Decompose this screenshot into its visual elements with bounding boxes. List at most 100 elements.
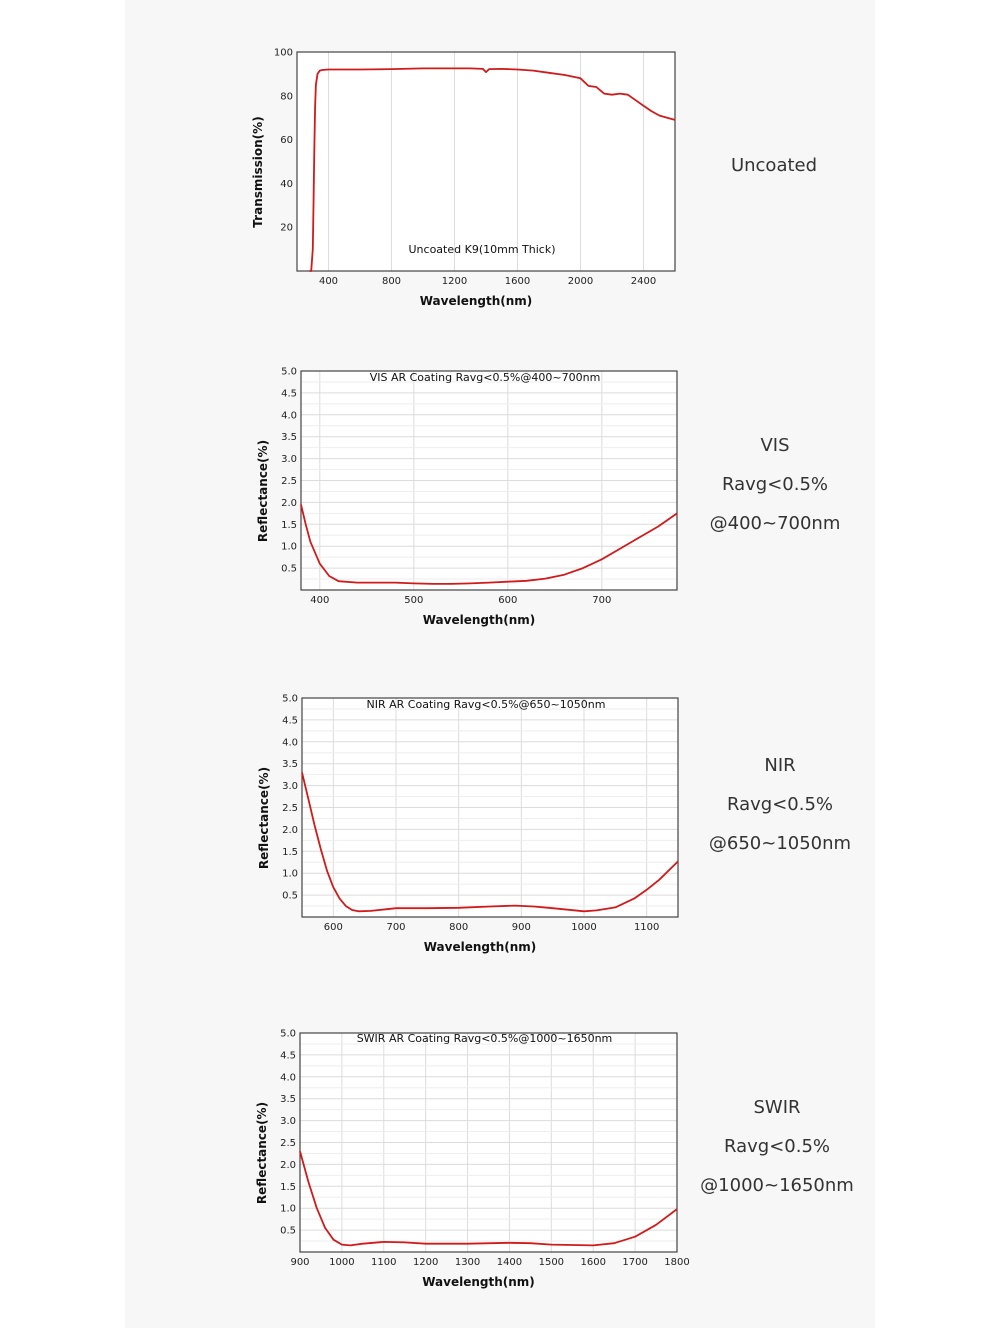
- y-tick-label: 0.5: [280, 1226, 296, 1237]
- y-tick-label: 5.0: [280, 1029, 296, 1040]
- y-tick-label: 3.0: [280, 1116, 296, 1127]
- y-tick-label: 4.0: [280, 1072, 296, 1083]
- x-tick-label: 700: [592, 595, 611, 606]
- x-tick-label: 1100: [371, 1257, 396, 1268]
- x-tick-label: 1200: [413, 1257, 438, 1268]
- x-tick-label: 800: [449, 922, 468, 933]
- x-tick-label: 1100: [634, 922, 659, 933]
- chart-annotation: NIR AR Coating Ravg<0.5%@650~1050nm: [367, 698, 606, 711]
- plot-frame: [300, 370, 678, 591]
- x-tick-label: 600: [498, 595, 517, 606]
- x-tick-label: 2400: [631, 276, 656, 287]
- y-tick-label: 2.5: [281, 476, 297, 487]
- x-tick-label: 900: [512, 922, 531, 933]
- x-tick-label: 400: [319, 276, 338, 287]
- side-label-line: VIS: [760, 435, 790, 456]
- side-label-line: @1000~1650nm: [700, 1175, 854, 1196]
- side-label-line: @650~1050nm: [708, 833, 852, 854]
- nir-reflectance-chart: 600 700 800 900 1000 1100 0.5 1.0 1.5 2.0 2.5 3.0 3.…: [257, 694, 679, 954]
- x-tick-label: 1700: [622, 1257, 647, 1268]
- series-line: [309, 67, 676, 272]
- y-tick-label: 1.0: [282, 869, 298, 880]
- y-axis-label: Reflectance(%): [256, 440, 270, 542]
- series-line: [300, 504, 678, 585]
- x-tick-label: 1200: [442, 276, 467, 287]
- y-tick-label: 2.0: [280, 1160, 296, 1171]
- x-tick-label: 1000: [571, 922, 596, 933]
- y-tick-label: 80: [280, 91, 293, 102]
- x-tick-label: 1800: [664, 1257, 689, 1268]
- y-tick-label: 0.5: [281, 564, 297, 575]
- y-tick-label: 4.0: [281, 410, 297, 421]
- y-tick-label: 3.5: [282, 759, 298, 770]
- x-tick-label: 1600: [505, 276, 530, 287]
- x-tick-label: 1000: [329, 1257, 354, 1268]
- plot-area: [297, 52, 675, 271]
- y-tick-label: 1.5: [280, 1182, 296, 1193]
- y-tick-label: 4.5: [281, 388, 297, 399]
- x-tick-label: 1300: [455, 1257, 480, 1268]
- y-tick-label: 40: [280, 179, 293, 190]
- x-tick-label: 600: [324, 922, 343, 933]
- x-tick-label: 400: [310, 595, 329, 606]
- y-tick-label: 5.0: [281, 367, 297, 378]
- y-tick-label: 5.0: [282, 694, 298, 705]
- side-label-line: Ravg<0.5%: [721, 474, 829, 495]
- uncoated-transmission-chart: 400 800 1200 1600 2000 2400 20 40 60 80 100 Uncoate…: [251, 48, 676, 308]
- y-tick-label: 3.5: [280, 1094, 296, 1105]
- series-line: [299, 1151, 678, 1247]
- y-tick-label: 3.0: [282, 781, 298, 792]
- series-line: [301, 772, 679, 913]
- y-tick-label: 1.0: [281, 542, 297, 553]
- x-axis-label: Wavelength(nm): [424, 940, 537, 954]
- side-label-line: Ravg<0.5%: [726, 794, 834, 815]
- y-tick-label: 20: [280, 223, 293, 234]
- y-tick-label: 3.0: [281, 454, 297, 465]
- side-label-line: @400~700nm: [709, 513, 841, 534]
- y-axis-label: Reflectance(%): [255, 1102, 269, 1204]
- y-tick-label: 1.0: [280, 1204, 296, 1215]
- y-tick-label: 100: [274, 48, 293, 59]
- side-label-line: Uncoated: [730, 155, 818, 176]
- chart-annotation: VIS AR Coating Ravg<0.5%@400~700nm: [370, 371, 601, 384]
- y-tick-label: 4.5: [282, 715, 298, 726]
- vis-reflectance-chart: 400 500 600 700 0.5 1.0 1.5 2.0 2.5 3.0 3.5 4.0 4.5 5…: [256, 367, 678, 627]
- x-axis-label: Wavelength(nm): [423, 613, 536, 627]
- y-axis-label: Reflectance(%): [257, 767, 271, 869]
- side-label-line: NIR: [764, 755, 796, 776]
- y-tick-label: 2.5: [280, 1138, 296, 1149]
- side-label-swir: SWIR Ravg<0.5% @1000~1650nm: [695, 1088, 859, 1205]
- y-tick-label: 2.0: [282, 825, 298, 836]
- plot-frame: [296, 51, 676, 272]
- y-tick-label: 60: [280, 135, 293, 146]
- y-tick-label: 2.5: [282, 803, 298, 814]
- chart-annotation: SWIR AR Coating Ravg<0.5%@1000~1650nm: [357, 1032, 613, 1045]
- side-label-line: SWIR: [753, 1097, 801, 1118]
- x-tick-label: 900: [290, 1257, 309, 1268]
- y-tick-label: 1.5: [281, 520, 297, 531]
- x-tick-label: 700: [386, 922, 405, 933]
- y-axis-label: Transmission(%): [251, 116, 265, 227]
- swir-reflectance-chart: 900 1000 1100 1200 1300 1400 1500 1600 1700 1800 0…: [255, 1029, 690, 1290]
- y-tick-label: 3.5: [281, 432, 297, 443]
- x-tick-label: 800: [382, 276, 401, 287]
- side-label-nir: NIR Ravg<0.5% @650~1050nm: [700, 746, 860, 863]
- y-tick-label: 0.5: [282, 891, 298, 902]
- side-label-vis: VIS Ravg<0.5% @400~700nm: [695, 426, 855, 543]
- x-tick-label: 500: [404, 595, 423, 606]
- x-axis-label: Wavelength(nm): [420, 294, 533, 308]
- side-label-line: Ravg<0.5%: [723, 1136, 831, 1157]
- y-tick-label: 1.5: [282, 847, 298, 858]
- y-tick-label: 4.5: [280, 1050, 296, 1061]
- x-tick-label: 1500: [539, 1257, 564, 1268]
- x-axis-label: Wavelength(nm): [422, 1275, 535, 1289]
- side-label-uncoated: Uncoated: [694, 146, 854, 185]
- x-tick-label: 2000: [568, 276, 593, 287]
- plot-frame: [299, 1032, 678, 1253]
- y-tick-label: 4.0: [282, 737, 298, 748]
- chart-annotation: Uncoated K9(10mm Thick): [409, 243, 556, 256]
- y-tick-label: 2.0: [281, 498, 297, 509]
- plot-frame: [301, 697, 679, 918]
- x-tick-label: 1400: [497, 1257, 522, 1268]
- x-tick-label: 1600: [580, 1257, 605, 1268]
